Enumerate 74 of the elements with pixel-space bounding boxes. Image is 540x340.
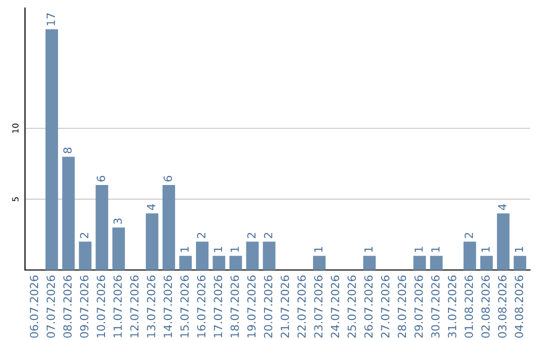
data-label: 2 xyxy=(80,232,88,238)
x-tick-label: 25.07.2026 xyxy=(348,276,356,338)
bar xyxy=(262,242,276,270)
x-tick-label: 14.07.2026 xyxy=(164,276,172,338)
data-label: 1 xyxy=(431,247,440,252)
bar xyxy=(413,256,426,270)
data-label: 1 xyxy=(314,247,322,252)
data-label: 17 xyxy=(46,13,55,26)
x-tick-label: 01.08.2026 xyxy=(464,276,474,338)
y-tick-label: 5 xyxy=(12,197,19,202)
x-tick-label: 21.07.2026 xyxy=(280,276,290,338)
bar xyxy=(246,242,259,270)
x-tick-label: 20.07.2026 xyxy=(264,276,272,338)
bar xyxy=(496,213,510,270)
bar xyxy=(196,242,209,270)
x-tick-label: 09.07.2026 xyxy=(80,276,88,338)
x-tick-label: 22.07.2026 xyxy=(297,276,306,338)
bar xyxy=(464,242,476,270)
x-tick-label: 08.07.2026 xyxy=(63,276,72,338)
data-label: 2 xyxy=(264,232,272,238)
data-label: 1 xyxy=(230,247,239,252)
data-label: 1 xyxy=(180,247,189,252)
x-tick-label: 19.07.2026 xyxy=(247,276,256,338)
x-tick-label: 03.08.2026 xyxy=(498,276,506,338)
data-label: 3 xyxy=(113,218,122,224)
x-tick-label: 31.07.2026 xyxy=(448,276,456,338)
x-tick-label: 23.07.2026 xyxy=(314,276,323,338)
x-tick-label: 11.07.2026 xyxy=(113,276,122,338)
data-label: 2 xyxy=(197,232,206,238)
y-tick-label: 10 xyxy=(12,124,19,133)
data-label: 2 xyxy=(464,232,473,238)
x-tick-label: 17.07.2026 xyxy=(214,276,222,338)
data-label: 6 xyxy=(164,176,172,182)
bar xyxy=(212,256,226,270)
x-tick-label: 24.07.2026 xyxy=(330,276,340,338)
bar xyxy=(179,256,192,270)
x-tick-label: 07.07.2026 xyxy=(46,276,55,338)
x-tick-label: 26.07.2026 xyxy=(364,276,373,338)
x-tick-label: 12.07.2026 xyxy=(130,276,139,338)
x-tick-label: 27.07.2026 xyxy=(381,276,390,338)
data-label: 1 xyxy=(514,247,524,252)
bar xyxy=(45,29,58,270)
data-label: 1 xyxy=(481,247,490,252)
data-label: 8 xyxy=(63,148,72,154)
data-label: 1 xyxy=(414,247,423,252)
bar xyxy=(78,242,92,270)
x-tick-label: 06.07.2026 xyxy=(30,276,38,338)
bar xyxy=(313,256,326,270)
x-tick-label: 02.08.2026 xyxy=(481,276,490,338)
bar xyxy=(363,256,376,270)
data-label: 2 xyxy=(247,232,256,238)
bar xyxy=(514,256,526,270)
x-tick-label: 04.08.2026 xyxy=(514,276,524,338)
bar xyxy=(162,185,176,270)
x-tick-label: 10.07.2026 xyxy=(96,276,106,338)
data-label: 1 xyxy=(364,247,373,252)
bar xyxy=(112,228,125,270)
data-label: 4 xyxy=(147,204,156,210)
data-label: 1 xyxy=(214,247,222,252)
bar xyxy=(229,256,242,270)
bar xyxy=(146,213,158,270)
x-tick-label: 16.07.2026 xyxy=(197,276,206,338)
bar xyxy=(62,156,75,270)
bar xyxy=(430,256,443,270)
bar xyxy=(480,256,493,270)
x-tick-label: 18.07.2026 xyxy=(230,276,239,338)
data-label: 6 xyxy=(96,176,106,182)
x-tick-label: 15.07.2026 xyxy=(180,276,189,338)
x-tick-label: 30.07.2026 xyxy=(431,276,440,338)
data-label: 4 xyxy=(498,204,506,210)
x-tick-label: 28.07.2026 xyxy=(398,276,406,338)
x-tick-label: 29.07.2026 xyxy=(414,276,423,338)
x-tick-label: 13.07.2026 xyxy=(146,276,156,338)
bar xyxy=(96,185,108,270)
